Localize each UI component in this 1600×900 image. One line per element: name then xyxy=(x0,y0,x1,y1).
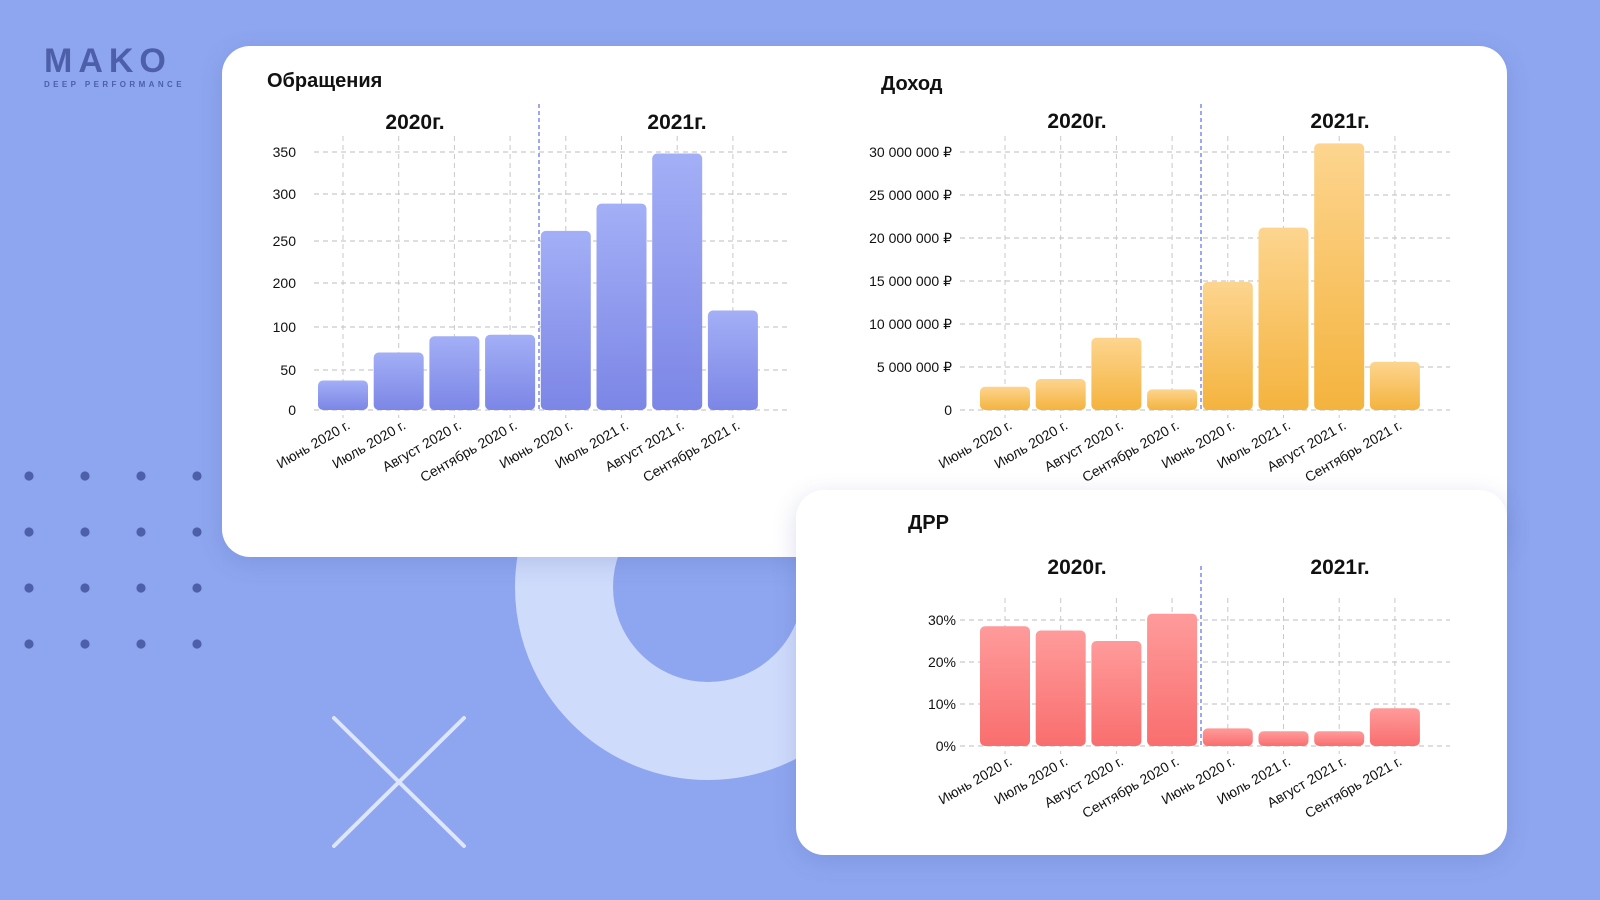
revenue-bar xyxy=(1147,389,1198,410)
appeals-ytick-label: 200 xyxy=(273,275,297,291)
revenue-bar xyxy=(1314,143,1365,410)
revenue-ytick-label: 30 000 000 ₽ xyxy=(869,144,952,160)
brand-logo: MAKO DEEP PERFORMANCE xyxy=(44,44,185,89)
revenue-bar xyxy=(1202,281,1253,410)
revenue-ytick-label: 15 000 000 ₽ xyxy=(869,273,952,289)
revenue-year-label: 2021г. xyxy=(1310,110,1369,133)
revenue-ytick-label: 5 000 000 ₽ xyxy=(877,359,952,375)
appeals-bar xyxy=(540,230,591,410)
appeals-ytick-label: 100 xyxy=(273,319,297,335)
revenue-ytick-label: 25 000 000 ₽ xyxy=(869,187,952,203)
drr-bar xyxy=(1258,731,1309,746)
drr-bar xyxy=(1369,708,1420,746)
drr-bar xyxy=(980,626,1030,746)
revenue-ytick-label: 10 000 000 ₽ xyxy=(869,316,952,332)
drr-ytick-label: 10% xyxy=(928,696,956,712)
revenue-ytick-label: 0 xyxy=(944,402,952,418)
appeals-bar xyxy=(318,380,368,410)
revenue-ytick-label: 20 000 000 ₽ xyxy=(869,230,952,246)
appeals-year-label: 2021г. xyxy=(647,111,706,134)
drr-bar xyxy=(1035,630,1086,746)
drr-bar xyxy=(1314,731,1365,746)
drr-ytick-label: 30% xyxy=(928,612,956,628)
revenue-bar xyxy=(980,386,1030,410)
appeals-ytick-label: 350 xyxy=(273,144,297,160)
appeals-bar xyxy=(485,334,536,410)
drr-xtick-label: Сентябрь 2021 г. xyxy=(1302,753,1404,821)
drr-ytick-label: 0% xyxy=(936,738,956,754)
brand-name: MAKO xyxy=(44,42,172,80)
revenue-year-label: 2020г. xyxy=(1047,110,1106,133)
revenue-bar xyxy=(1258,227,1309,410)
appeals-bar xyxy=(707,310,758,410)
appeals-bar xyxy=(596,203,647,410)
appeals-chart-title: Обращения xyxy=(267,70,383,92)
appeals-ytick-label: 300 xyxy=(273,186,297,202)
appeals-ytick-label: 0 xyxy=(288,402,296,418)
drr-year-label: 2021г. xyxy=(1310,556,1369,579)
appeals-bar xyxy=(373,352,424,410)
drr-year-label: 2020г. xyxy=(1047,556,1106,579)
revenue-chart-title: Доход xyxy=(881,73,943,95)
drr-xtick-label: Сентябрь 2020 г. xyxy=(1079,753,1181,821)
drr-bar xyxy=(1091,641,1142,746)
appeals-ytick-label: 50 xyxy=(280,362,296,378)
dot-grid-decoration xyxy=(0,452,224,676)
revenue-bar xyxy=(1369,361,1420,410)
drr-bar xyxy=(1202,728,1253,746)
revenue-bar xyxy=(1035,379,1086,410)
drr-bar xyxy=(1147,613,1198,746)
appeals-bar xyxy=(429,336,480,410)
appeals-bar xyxy=(652,153,703,410)
drr-chart-title: ДРР xyxy=(908,512,949,534)
appeals-ytick-label: 250 xyxy=(273,233,297,249)
drr-ytick-label: 20% xyxy=(928,654,956,670)
appeals-year-label: 2020г. xyxy=(385,111,444,134)
brand-tagline: DEEP PERFORMANCE xyxy=(44,80,185,89)
revenue-bar xyxy=(1091,337,1142,410)
cross-decoration xyxy=(332,716,466,848)
